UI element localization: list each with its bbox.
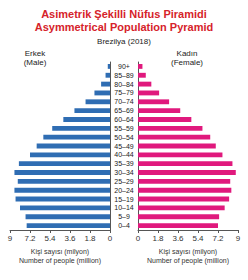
- svg-text:3.6: 3.6: [64, 234, 76, 243]
- svg-text:10–14: 10–14: [114, 204, 134, 211]
- svg-text:0–4: 0–4: [118, 222, 130, 229]
- svg-text:3.6: 3.6: [172, 234, 184, 243]
- svg-text:70–74: 70–74: [114, 98, 134, 105]
- svg-text:90+: 90+: [118, 63, 130, 70]
- svg-text:15–19: 15–19: [114, 196, 134, 203]
- svg-text:9: 9: [236, 234, 241, 243]
- svg-text:5.4: 5.4: [192, 234, 204, 243]
- svg-text:Brezilya (2018): Brezilya (2018): [97, 37, 151, 46]
- svg-text:0: 0: [108, 234, 113, 243]
- svg-text:35–39: 35–39: [114, 160, 134, 167]
- svg-text:20–24: 20–24: [114, 187, 134, 194]
- svg-text:85–89: 85–89: [114, 72, 134, 79]
- svg-text:50–54: 50–54: [114, 134, 134, 141]
- svg-text:1.8: 1.8: [84, 234, 96, 243]
- svg-text:65–69: 65–69: [114, 107, 134, 114]
- svg-text:Number of people (million): Number of people (million): [19, 257, 101, 265]
- svg-text:40–44: 40–44: [114, 151, 134, 158]
- svg-text:Asimetrik Şekilli Nüfus Pirami: Asimetrik Şekilli Nüfus Piramidi: [41, 8, 207, 20]
- svg-text:(Male): (Male): [24, 58, 47, 67]
- svg-text:1.8: 1.8: [152, 234, 164, 243]
- svg-text:Kadın: Kadın: [177, 49, 198, 58]
- svg-text:75–79: 75–79: [114, 89, 134, 96]
- svg-text:80–84: 80–84: [114, 81, 134, 88]
- svg-text:Kişi sayısı (milyon): Kişi sayısı (milyon): [31, 248, 89, 256]
- svg-text:Kişi sayısı (milyon): Kişi sayısı (milyon): [159, 248, 217, 256]
- svg-text:5–9: 5–9: [118, 213, 130, 220]
- svg-text:9: 9: [8, 234, 13, 243]
- svg-text:5.4: 5.4: [44, 234, 56, 243]
- svg-text:Asymmetrical Population Pyrami: Asymmetrical Population Pyramid: [35, 21, 214, 33]
- svg-text:7.2: 7.2: [212, 234, 224, 243]
- svg-text:0: 0: [136, 234, 141, 243]
- svg-text:7.2: 7.2: [24, 234, 36, 243]
- svg-text:45–49: 45–49: [114, 143, 134, 150]
- svg-text:(Female): (Female): [171, 58, 203, 67]
- svg-text:Erkek: Erkek: [25, 49, 46, 58]
- svg-text:55–59: 55–59: [114, 125, 134, 132]
- svg-text:25–29: 25–29: [114, 178, 134, 185]
- svg-text:60–64: 60–64: [114, 116, 134, 123]
- svg-text:30–34: 30–34: [114, 169, 134, 176]
- svg-text:Number of people (million): Number of people (million): [147, 257, 229, 265]
